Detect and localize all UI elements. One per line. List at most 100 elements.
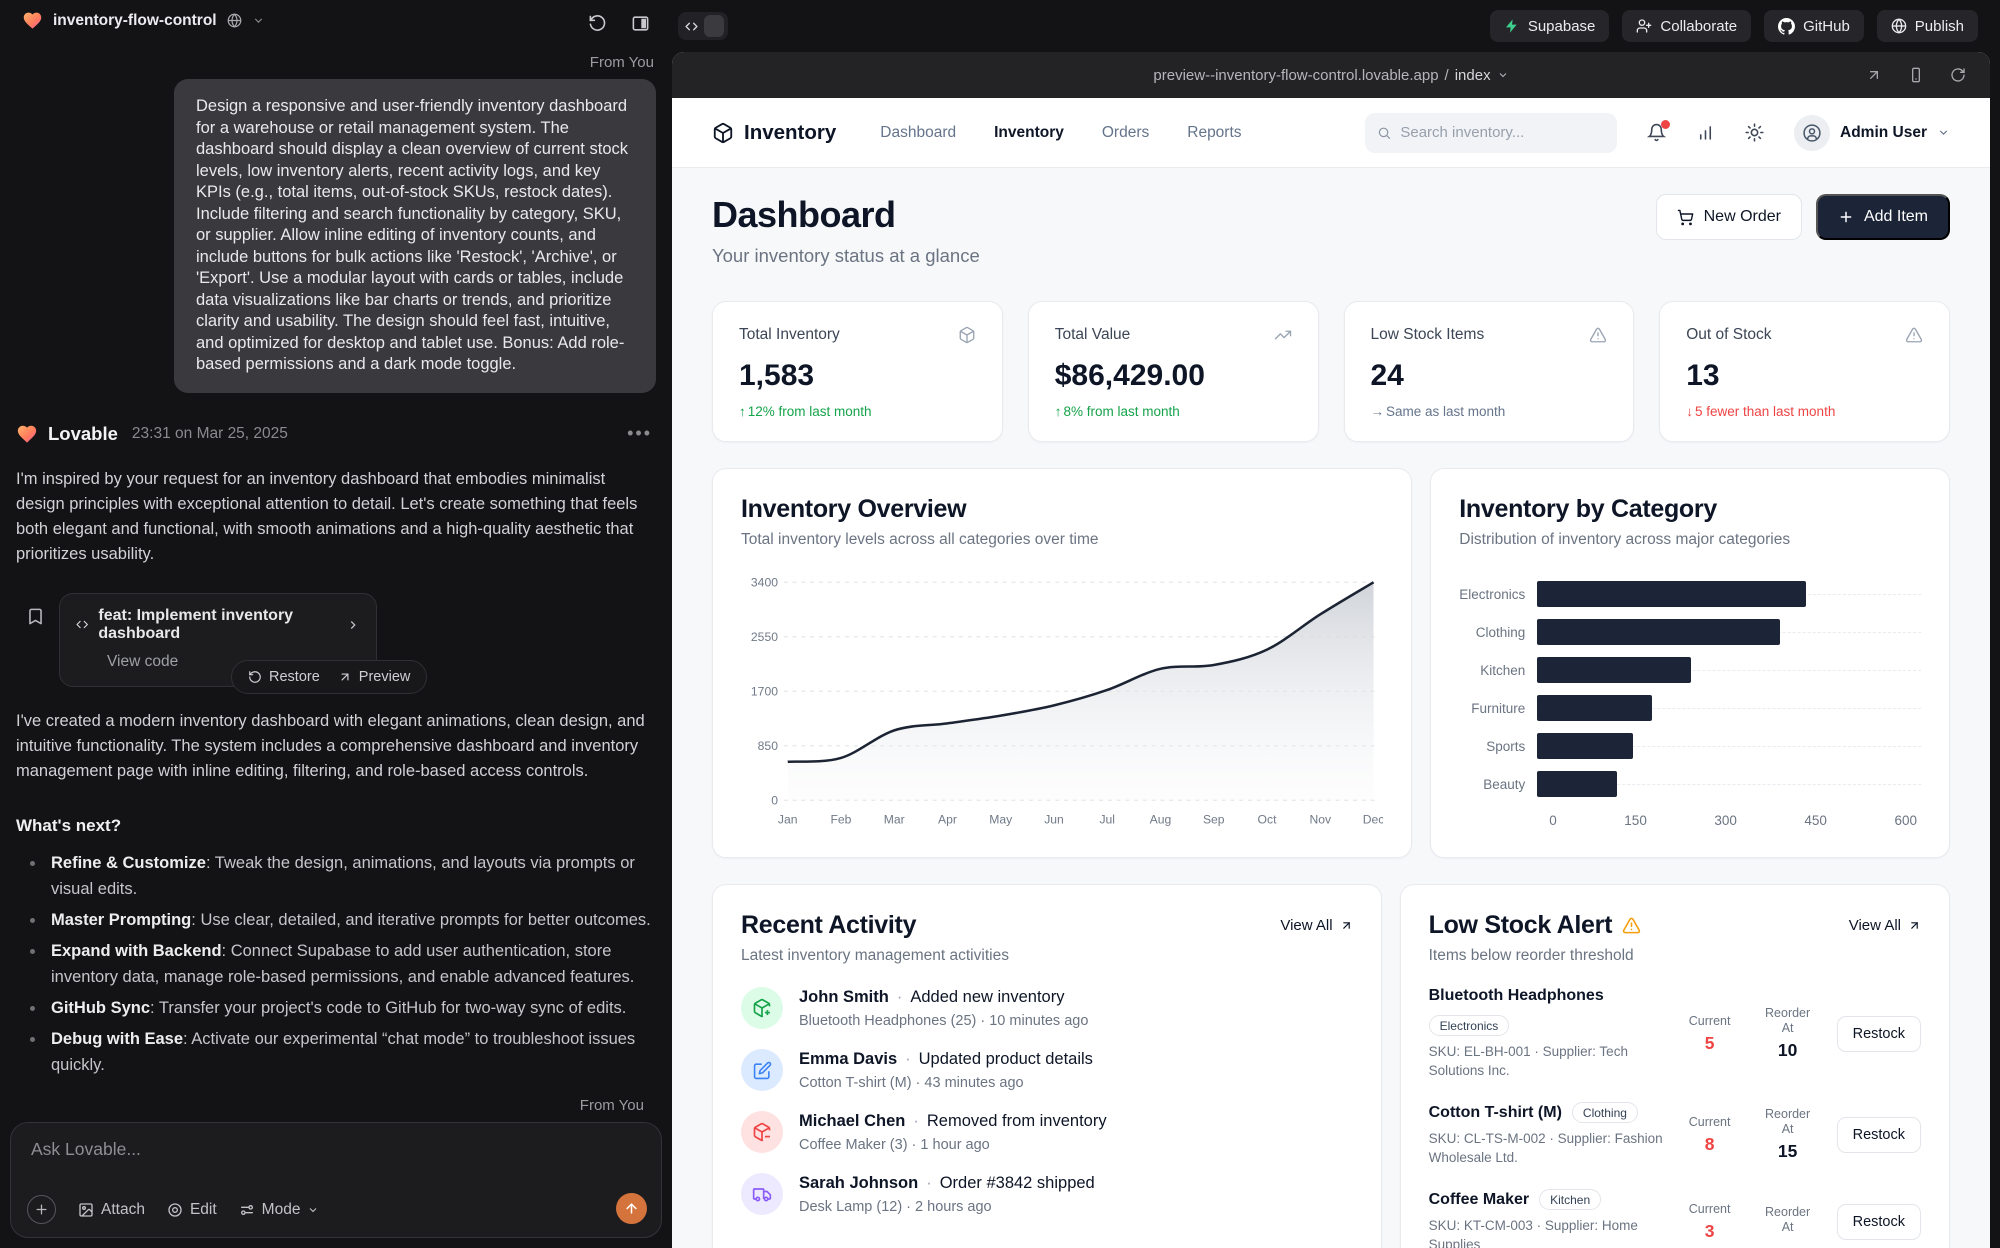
attach-button[interactable]: Attach	[78, 1201, 145, 1219]
user-menu[interactable]: Admin User	[1794, 114, 1950, 151]
list-item: Master Prompting: Use clear, detailed, a…	[16, 907, 652, 933]
next-steps-list: Refine & Customize: Tweak the design, an…	[16, 850, 672, 1089]
visibility-globe-icon	[227, 13, 242, 28]
collaborate-button[interactable]: Collaborate	[1622, 10, 1752, 42]
category-bar-chart: Electronics Clothing Kitchen Furniture Sport…	[1459, 575, 1921, 828]
restock-button[interactable]: Restock	[1836, 1203, 1921, 1240]
device-preview-button[interactable]	[1908, 67, 1924, 83]
bar-fill	[1537, 619, 1781, 645]
app-brand[interactable]: Inventory	[712, 121, 836, 145]
chat-input-box[interactable]: Attach Edit Mode	[10, 1122, 662, 1238]
sun-icon	[1745, 123, 1764, 142]
package-icon	[713, 122, 733, 143]
chat-input[interactable]	[31, 1139, 641, 1160]
panel-toggle-button[interactable]	[631, 14, 650, 33]
add-button[interactable]	[27, 1195, 56, 1224]
section-subtitle: Latest inventory management activities	[741, 947, 1009, 964]
bar-row: Sports	[1459, 727, 1921, 765]
chat-history[interactable]: From You Design a responsive and user-fr…	[0, 52, 672, 1089]
search-box[interactable]	[1365, 112, 1617, 153]
message-menu-button[interactable]: •••	[627, 423, 652, 443]
search-input[interactable]	[1400, 124, 1605, 141]
kpi-card-out-of-stock: Out of Stock 13 ↓ 5 fewer than last month	[1659, 301, 1950, 442]
nav-orders[interactable]: Orders	[1101, 123, 1150, 141]
low-stock-row: Bluetooth Headphones Electronics SKU: EL-…	[1428, 987, 1921, 1080]
bar-fill	[1537, 771, 1618, 797]
bar-fill	[1537, 657, 1691, 683]
sliders-icon	[240, 1204, 253, 1215]
x-tick-label: Oct	[1258, 813, 1278, 827]
restock-button[interactable]: Restock	[1836, 1015, 1921, 1052]
preview-pane: preview--inventory-flow-control.lovable.…	[672, 52, 1990, 1248]
bar-fill	[1537, 695, 1653, 721]
line-chart-svg: 0 850 1700 2550 3400 Jan Feb Mar Apr May Jun Jul Aug…	[751, 576, 1384, 827]
low-stock-row: Cotton T-shirt (M) Clothing SKU: CL-TS-M-…	[1429, 1102, 1921, 1167]
dashboard-main: Dashboard Your inventory status at a gla…	[672, 168, 1990, 1248]
section-subtitle: Items below reorder threshold	[1428, 947, 1634, 964]
list-item: Refine & Customize: Tweak the design, an…	[16, 850, 652, 902]
plus-icon	[1840, 211, 1852, 223]
bar-category-label: Electronics	[1459, 586, 1526, 602]
kpi-delta: ↑ 8% from last month	[1054, 404, 1180, 419]
whats-next-heading: What's next?	[16, 815, 122, 835]
notifications-button[interactable]	[1647, 120, 1670, 142]
bookmark-icon[interactable]	[26, 607, 45, 687]
kpi-card-low-stock: Low Stock Items 24 → Same as last month	[1343, 301, 1635, 442]
nav-reports[interactable]: Reports	[1187, 123, 1242, 141]
theme-toggle-button[interactable]	[1745, 123, 1764, 142]
from-you-label: From You	[589, 54, 654, 71]
refresh-button[interactable]	[1950, 67, 1966, 83]
view-all-link[interactable]: View All	[1849, 917, 1921, 934]
view-code-link[interactable]: View code	[107, 652, 179, 670]
package-plus-icon	[741, 987, 783, 1029]
assistant-message-header: Lovable 23:31 on Mar 25, 2025 •••	[16, 423, 672, 445]
warning-icon	[1622, 916, 1641, 935]
chevron-down-icon	[252, 14, 265, 27]
bar-fill	[1537, 733, 1634, 759]
chart-title: Inventory by Category	[1459, 495, 1717, 523]
analytics-button[interactable]	[1696, 123, 1715, 142]
send-button[interactable]	[616, 1193, 647, 1224]
edit-button[interactable]: Edit	[167, 1201, 217, 1219]
restock-button[interactable]: Restock	[1836, 1116, 1921, 1153]
low-stock-row: Coffee Maker Kitchen SKU: KT-CM-003 · Sup…	[1429, 1189, 1921, 1248]
history-button[interactable]	[588, 14, 607, 33]
open-external-button[interactable]	[1866, 67, 1882, 83]
code-icon	[678, 20, 704, 33]
app-nav: Dashboard Inventory Orders Reports	[880, 124, 1241, 142]
category-badge: Kitchen	[1539, 1189, 1602, 1210]
bar-row: Beauty	[1459, 765, 1921, 803]
x-tick-label: May	[989, 813, 1013, 827]
bar-row: Electronics	[1459, 575, 1921, 613]
bar-x-axis: 0 150 300 450 600	[1549, 813, 1917, 828]
supabase-button[interactable]: Supabase	[1489, 10, 1610, 42]
supabase-bolt-icon	[1505, 19, 1517, 33]
new-order-button[interactable]: New Order	[1655, 194, 1802, 240]
x-tick-label: Nov	[1309, 813, 1332, 827]
globe-icon	[1891, 18, 1907, 34]
github-icon	[1778, 17, 1796, 35]
y-tick-label: 2550	[751, 630, 778, 644]
github-button[interactable]: GitHub	[1764, 10, 1864, 42]
add-item-button[interactable]: Add Item	[1815, 194, 1950, 240]
target-icon	[168, 1202, 182, 1217]
preview-button[interactable]: Preview	[338, 669, 410, 685]
nav-dashboard[interactable]: Dashboard	[880, 123, 957, 141]
inventory-by-category-card: Inventory by Category Distribution of in…	[1430, 468, 1950, 858]
view-all-link[interactable]: View All	[1280, 917, 1352, 934]
version-block: feat: Implement inventory dashboard View…	[16, 592, 672, 694]
kpi-delta: ↓ 5 fewer than last month	[1686, 404, 1836, 419]
assistant-summary: I've created a modern inventory dashboar…	[16, 711, 645, 780]
plus-icon	[36, 1204, 47, 1215]
page-selector[interactable]: preview--inventory-flow-control.lovable.…	[1153, 67, 1508, 84]
assistant-name: Lovable	[48, 422, 118, 444]
publish-button[interactable]: Publish	[1876, 10, 1978, 42]
nav-inventory[interactable]: Inventory	[994, 123, 1064, 141]
external-link-icon	[1342, 922, 1350, 929]
project-switcher[interactable]: inventory-flow-control	[22, 10, 265, 31]
restore-button[interactable]: Restore	[248, 669, 320, 685]
kpi-value: 13	[1686, 359, 1720, 392]
code-mode-toggle[interactable]	[678, 12, 728, 40]
mode-button[interactable]: Mode	[239, 1201, 320, 1219]
